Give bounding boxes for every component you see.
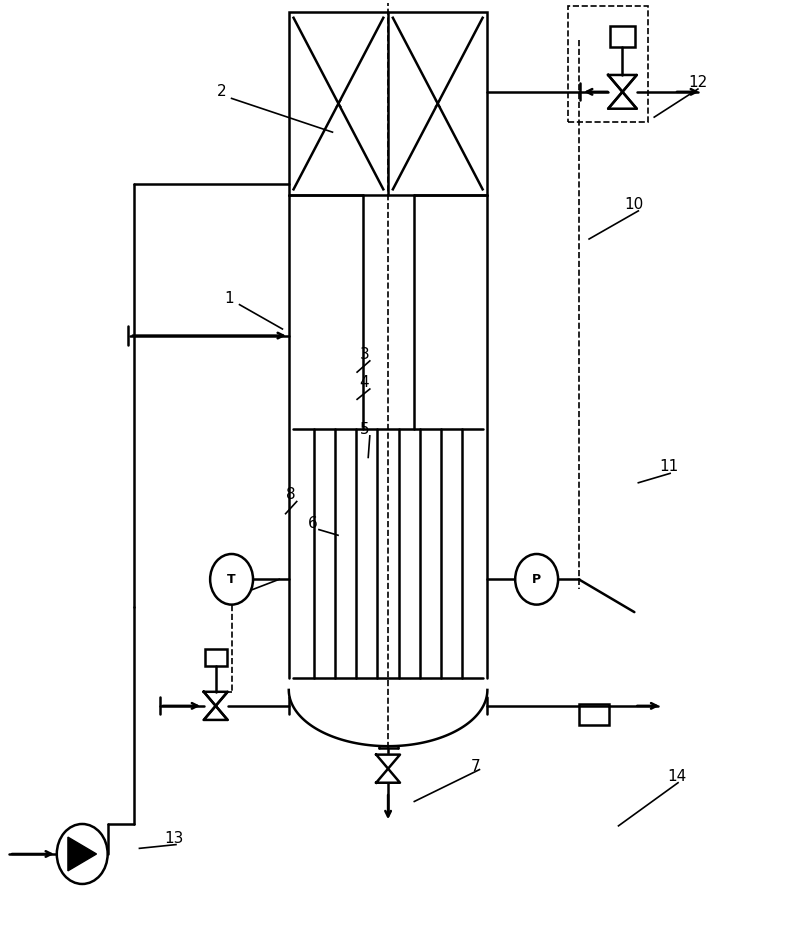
- Text: 5: 5: [359, 422, 369, 437]
- Text: 9: 9: [234, 581, 244, 596]
- Text: 12: 12: [688, 74, 707, 90]
- Text: 4: 4: [359, 375, 369, 390]
- Text: 1: 1: [224, 290, 234, 306]
- Text: P: P: [532, 572, 542, 586]
- Text: 10: 10: [625, 197, 644, 212]
- Bar: [578, 704, 609, 724]
- Circle shape: [515, 554, 558, 604]
- Text: 11: 11: [659, 459, 678, 474]
- Bar: [205, 649, 227, 666]
- Text: 13: 13: [164, 832, 183, 847]
- Polygon shape: [376, 754, 400, 769]
- Text: 2: 2: [217, 84, 226, 99]
- Text: 6: 6: [308, 516, 318, 531]
- Bar: [568, 6, 648, 122]
- Text: x: x: [434, 97, 442, 110]
- Text: 8: 8: [286, 488, 295, 503]
- Circle shape: [57, 824, 108, 884]
- Text: 3: 3: [359, 347, 369, 362]
- Bar: [610, 26, 635, 47]
- Polygon shape: [68, 837, 97, 870]
- Text: T: T: [227, 572, 236, 586]
- Text: 14: 14: [667, 769, 686, 784]
- Text: 7: 7: [470, 759, 480, 774]
- Circle shape: [210, 554, 253, 604]
- Polygon shape: [376, 769, 400, 783]
- Text: x: x: [334, 97, 342, 110]
- Bar: [289, 12, 487, 195]
